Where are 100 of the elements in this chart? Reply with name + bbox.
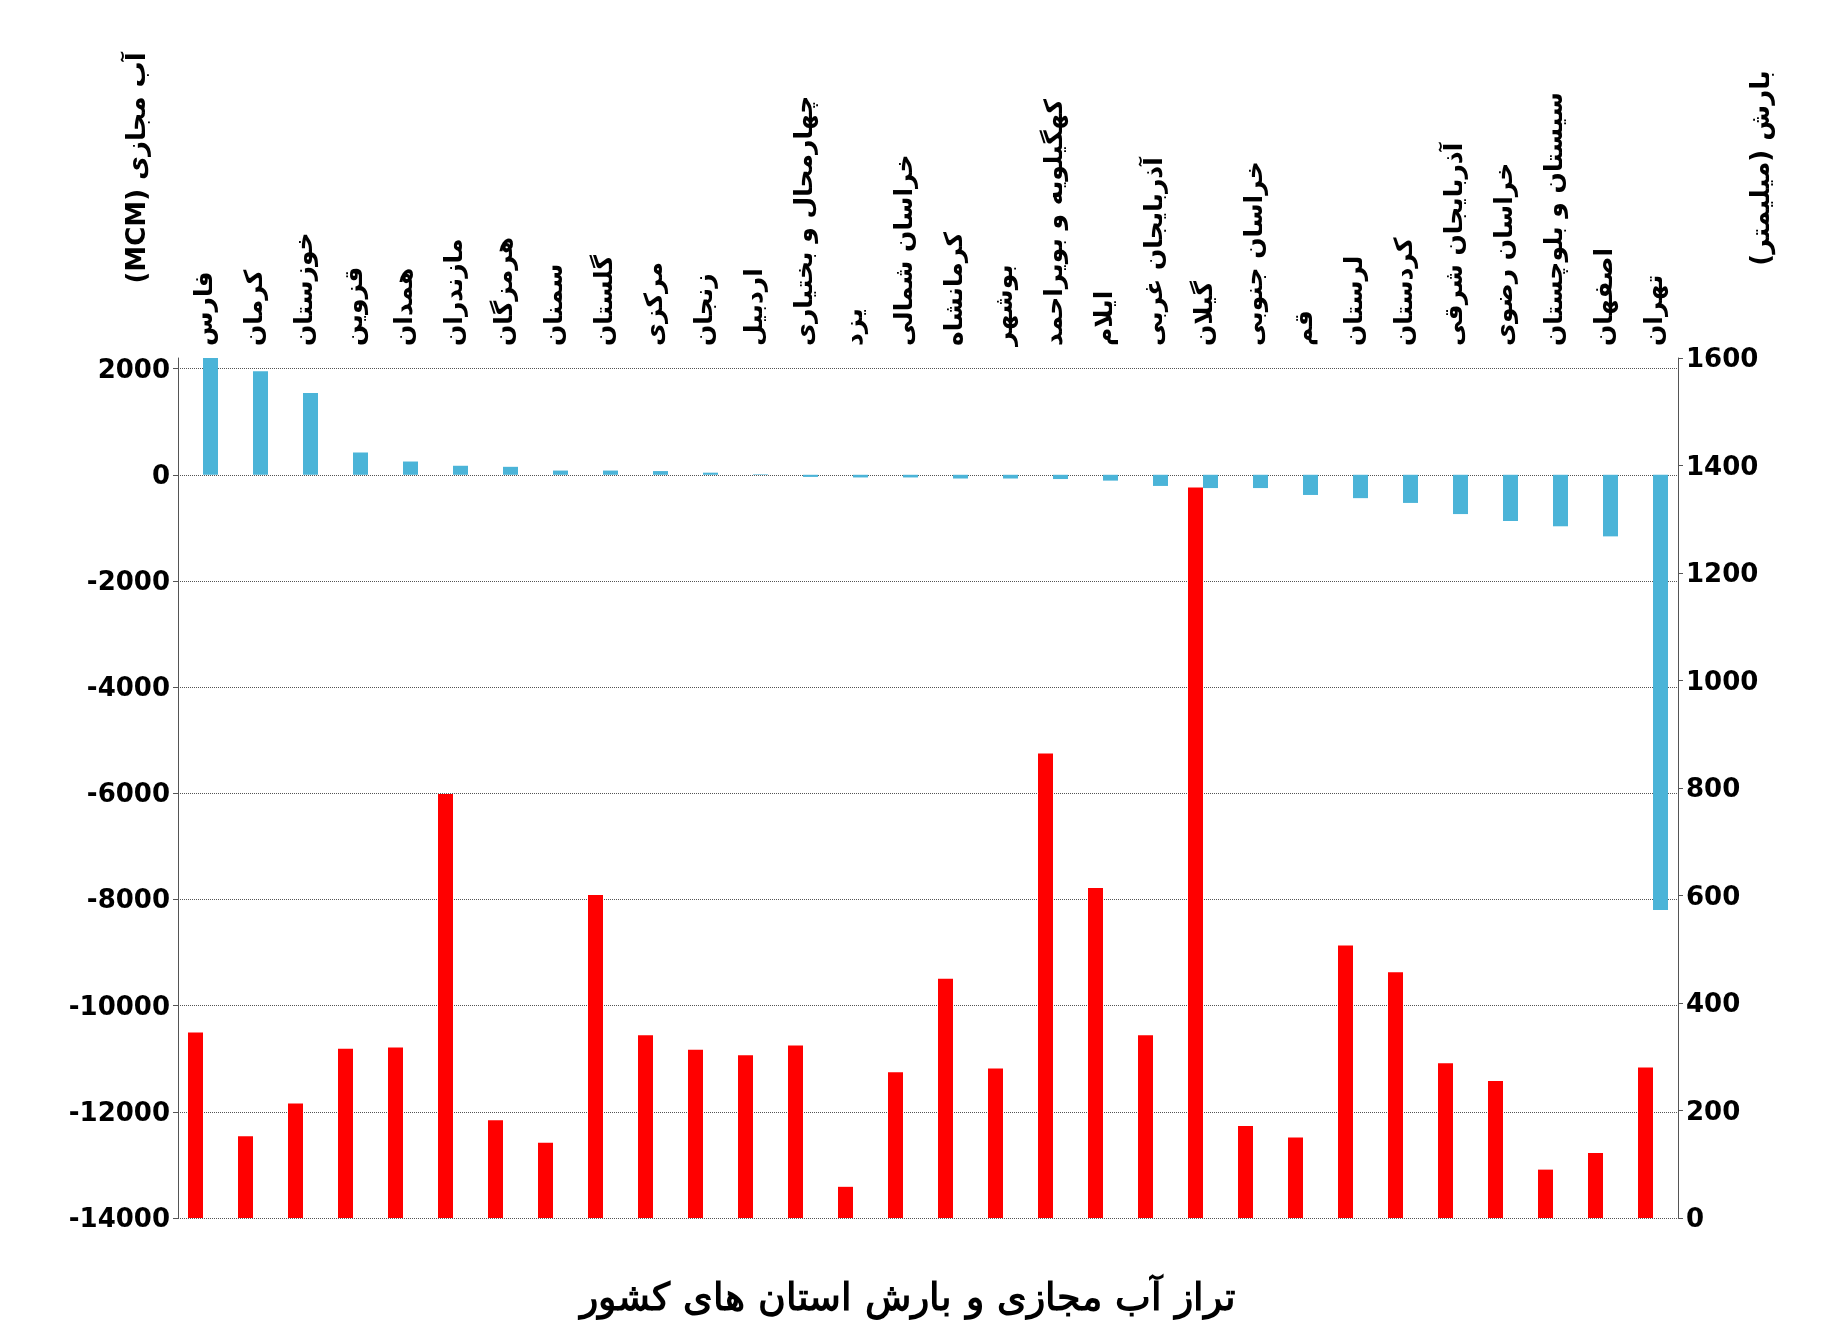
bar <box>1488 1080 1503 1218</box>
bar <box>838 1186 853 1218</box>
x-tick-label: مرکزی <box>638 261 669 346</box>
x-tick-label: خراسان شمالی <box>888 154 919 346</box>
bar <box>353 452 368 475</box>
x-tick-label: زنجان <box>688 273 718 346</box>
x-tick-label: اردبیل <box>738 268 768 346</box>
y-tick-label: -10000 <box>68 990 170 1021</box>
bar <box>288 1103 303 1218</box>
bar <box>938 978 953 1218</box>
bar <box>1088 887 1103 1218</box>
x-tick-label: خوزستان <box>288 232 319 346</box>
x-tick-label: گلستان <box>588 254 618 346</box>
bar <box>438 793 453 1218</box>
bar <box>1538 1169 1553 1218</box>
bar <box>388 1047 403 1218</box>
x-tick-label: لرستان <box>1338 255 1369 346</box>
y-tick-label: 2000 <box>97 353 170 384</box>
x-tick-label: سمنان <box>538 263 568 346</box>
x-tick-label: یزد <box>838 308 869 346</box>
bar <box>653 471 668 475</box>
x-tick-label: آذربایجان غربی <box>1137 155 1169 346</box>
x-tick-label: هرمزگان <box>488 236 519 346</box>
bar <box>1553 474 1568 527</box>
x-tick-label: کرمان <box>238 269 269 346</box>
bar <box>1253 474 1268 489</box>
x-tick-label: تهران <box>1638 274 1669 346</box>
bar <box>1003 474 1018 479</box>
bar <box>538 1142 553 1218</box>
bar <box>688 1049 703 1218</box>
y-tick-label: -6000 <box>86 778 170 809</box>
x-tick-label: سیستان و بلوچستان <box>1538 92 1569 346</box>
y-tick-label: -4000 <box>86 672 170 703</box>
bar <box>1303 474 1318 495</box>
bar <box>338 1048 353 1218</box>
bar <box>1338 945 1353 1218</box>
bar <box>1138 1035 1153 1218</box>
x-tick-label: کردستان <box>1388 237 1419 346</box>
bar <box>703 472 718 475</box>
bar <box>1403 474 1418 503</box>
bar <box>988 1068 1003 1218</box>
bar <box>953 474 968 479</box>
bar <box>1353 474 1368 499</box>
bar <box>303 393 318 475</box>
y2-tick-label: 1200 <box>1686 558 1759 588</box>
x-tick-label: کرمانشاه <box>938 231 969 346</box>
y2-tick-label: 200 <box>1686 1095 1741 1126</box>
bar <box>453 465 468 475</box>
bar <box>738 1055 753 1218</box>
y-tick-label: 0 <box>151 459 170 490</box>
bar <box>1103 474 1118 481</box>
bar <box>788 1045 803 1218</box>
x-tick-label: مازندران <box>438 238 468 346</box>
x-tick-label: اصفهان <box>1588 248 1619 346</box>
x-tick-label: قزوین <box>338 266 369 346</box>
bar <box>1238 1126 1253 1218</box>
bar <box>603 470 618 475</box>
bar <box>1638 1067 1653 1218</box>
bar <box>1503 474 1518 521</box>
bar <box>1153 474 1168 486</box>
bar <box>1438 1063 1453 1218</box>
y2-tick-label: 800 <box>1686 773 1741 803</box>
bar <box>1053 474 1068 480</box>
bar <box>888 1072 903 1218</box>
y2-tick-label: 1600 <box>1686 343 1759 373</box>
x-tick-label: همدان <box>388 267 418 346</box>
bar <box>1453 474 1468 515</box>
x-tick-label: خراسان رضوی <box>1488 162 1519 346</box>
y2-tick-label: 1400 <box>1686 450 1759 481</box>
bar <box>1203 474 1218 489</box>
bar <box>188 1032 203 1218</box>
x-tick-label: فارس <box>188 271 218 346</box>
x-tick-label: آذربایجان شرقی <box>1437 141 1469 346</box>
bar <box>1603 474 1618 537</box>
bar <box>588 894 603 1218</box>
y2-tick-label: 400 <box>1686 988 1741 1018</box>
y-tick-label: -2000 <box>86 565 170 596</box>
y2-axis-title: بارش (میلیمتر) <box>1745 70 1775 266</box>
y2-tick-label: 1000 <box>1686 665 1759 696</box>
y-tick-label: -14000 <box>68 1203 170 1233</box>
x-tick-label: قم <box>1288 310 1318 346</box>
bar <box>1588 1152 1603 1218</box>
bar <box>403 461 418 475</box>
bar <box>638 1035 653 1218</box>
text: تراز آب مجازی و بارش استان های کشور <box>576 1272 1237 1320</box>
bar <box>803 474 818 477</box>
x-tick-label: ایلام <box>1088 290 1118 346</box>
bar <box>488 1120 503 1218</box>
bar <box>1653 474 1668 911</box>
bar <box>1388 972 1403 1218</box>
bar <box>253 371 268 475</box>
bar <box>203 358 218 475</box>
y2-tick-label: 0 <box>1686 1203 1705 1233</box>
y-tick-label: -12000 <box>68 1096 170 1127</box>
y2-tick-label: 600 <box>1686 880 1741 911</box>
y-axis-title: آب مجازی (MCM) <box>121 52 151 284</box>
bar <box>503 466 518 475</box>
y-tick-label: -8000 <box>86 884 170 915</box>
x-tick-label: کهگیلویه و بویراحمد <box>1038 98 1069 346</box>
bar <box>238 1136 253 1218</box>
